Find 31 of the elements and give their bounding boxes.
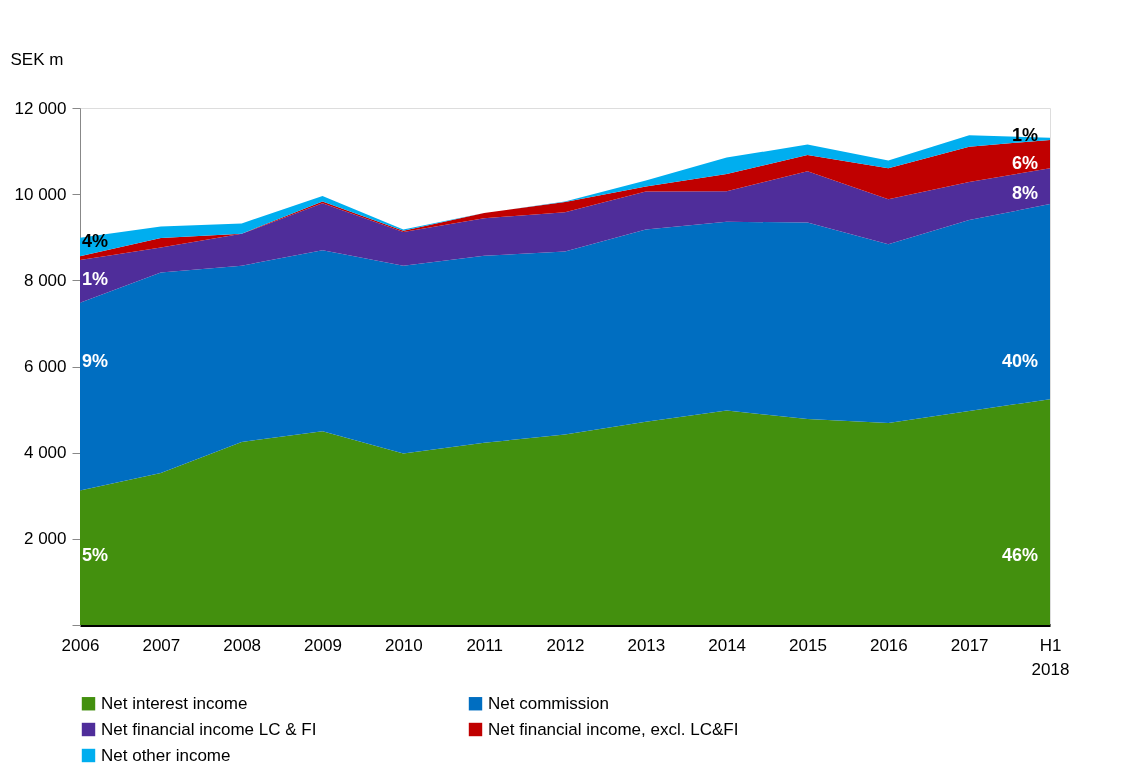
x-tick-label: 2012 (546, 635, 585, 655)
annotation: 9% (82, 351, 109, 372)
y-tick-label: 2 000 (23, 529, 67, 549)
y-axis-title: SEK m (10, 49, 64, 69)
annotation: 6% (1011, 153, 1038, 174)
legend-label: Net interest income (101, 693, 248, 713)
y-tick-label: 10 000 (14, 184, 67, 204)
x-tick-label: 2010 (384, 635, 423, 655)
x-tick-label: H1 2018 (1031, 635, 1070, 679)
y-tick-label: 12 000 (14, 98, 67, 118)
x-tick-label: 2009 (304, 635, 342, 655)
x-tick-label: 2013 (627, 635, 666, 655)
legend-label: Net other income (101, 745, 231, 765)
legend-label: Net commission (488, 693, 609, 713)
x-tick-label: 2007 (142, 635, 181, 655)
annotation: 1% (82, 269, 109, 290)
legend-label: Net financial income LC & FI (101, 719, 317, 739)
x-tick-label: 2017 (950, 635, 989, 655)
annotation: 40% (1001, 351, 1038, 372)
legend-label: Net financial income, excl. LC&FI (488, 719, 739, 739)
y-tick-label: 6 000 (23, 357, 67, 376)
annotation: 8% (1011, 183, 1038, 204)
x-tick-label: 2015 (789, 635, 827, 655)
x-tick-label: 2016 (869, 635, 908, 655)
x-tick-label: 2006 (61, 635, 100, 655)
x-tick-label: 2008 (223, 635, 262, 655)
x-tick-label: 2014 (708, 635, 747, 655)
y-tick-label: 4 000 (23, 443, 67, 463)
x-tick-label: 2011 (466, 635, 503, 655)
annotation: 4% (82, 230, 109, 251)
y-tick-label: 8 000 (23, 270, 67, 290)
